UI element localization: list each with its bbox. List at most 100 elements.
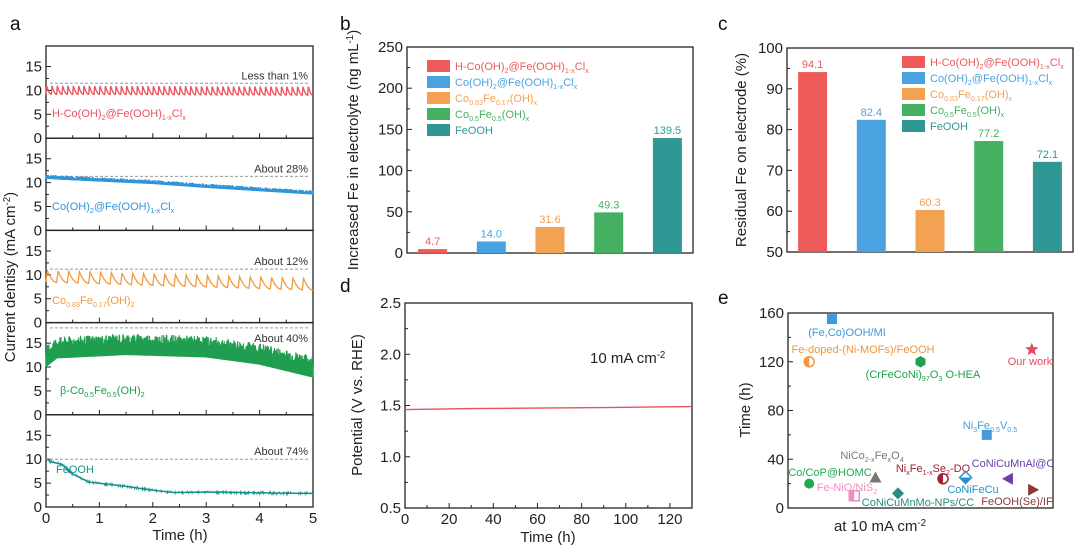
panel-d-x-tick-label: 40 bbox=[485, 511, 502, 528]
panel-b-legend-swatch bbox=[427, 92, 450, 104]
panel-e-point-label: Our work bbox=[1008, 356, 1053, 368]
panel-a-trace bbox=[45, 458, 314, 497]
panel-a-trace bbox=[45, 174, 314, 195]
panel-b-y-tick-label: 0 bbox=[395, 245, 403, 262]
panel-b-bar-value-label: 49.3 bbox=[598, 199, 619, 211]
panel-d-y-axis-label: Potential (V vs. RHE) bbox=[349, 334, 366, 476]
panel-a-y-axis-label: Current dentisy (mA cm-2) bbox=[2, 192, 19, 362]
panel-c-legend-label: FeOOH bbox=[930, 121, 968, 133]
panel-a-series-label: β-Co0.5Fe0.5(OH)2 bbox=[60, 385, 145, 399]
panel-a-series-label: H-Co(OH)2@Fe(OOH)1-xClx bbox=[52, 108, 186, 122]
panel-e-y-axis-label: Time (h) bbox=[737, 382, 754, 437]
panel-b-y-tick-label: 200 bbox=[378, 80, 403, 97]
panel-c-legend-label: H-Co(OH)2@Fe(OOH)1-xClx bbox=[930, 57, 1064, 71]
panel-e-marker-circle-half bbox=[803, 356, 815, 368]
panel-c-bar-value-label: 82.4 bbox=[861, 107, 882, 119]
panel-e-y-tick-label: 160 bbox=[759, 305, 784, 322]
panel-a-trace bbox=[45, 85, 314, 97]
panel-letter-e: e bbox=[718, 288, 729, 309]
panel-c-bar bbox=[856, 119, 886, 252]
panel-b-y-axis-label: Increased Fe in electrolyte (ng mL-1) bbox=[345, 30, 362, 270]
panel-d-y-tick-label: 2.5 bbox=[380, 295, 401, 312]
panel-a-y-tick-label: 10 bbox=[25, 82, 42, 99]
panel-e-point-label: Co/CoP@HOMC bbox=[788, 467, 871, 479]
panel-e-y-tick-label: 40 bbox=[767, 451, 784, 468]
panel-d-y-tick-label: 1.5 bbox=[380, 398, 401, 415]
panel-a-x-tick-label: 3 bbox=[202, 510, 210, 527]
panel-a-x-axis-label: Time (h) bbox=[152, 527, 207, 544]
panel-e-marker-triangle-left bbox=[1001, 472, 1013, 485]
panel-b-bar bbox=[418, 249, 448, 253]
panel-a-y-tick-label: 5 bbox=[34, 383, 42, 400]
panel-b-y-tick-label: 100 bbox=[378, 163, 403, 180]
panel-b-bar bbox=[594, 212, 624, 253]
panel-a-y-tick-label: 5 bbox=[34, 199, 42, 216]
panel-c-y-tick-label: 60 bbox=[766, 203, 783, 220]
panel-c-legend-swatch bbox=[902, 56, 925, 68]
panel-a-series-label: FeOOH bbox=[56, 464, 94, 476]
panel-d-y-tick-label: 0.5 bbox=[380, 500, 401, 517]
panel-a-y-tick-label: 0 bbox=[34, 499, 42, 516]
panel-c-y-tick-label: 90 bbox=[766, 81, 783, 98]
panel-b-bar-value-label: 14.0 bbox=[481, 228, 502, 240]
panel-c-bar-value-label: 77.2 bbox=[978, 128, 999, 140]
panel-e-marker-star bbox=[1025, 342, 1039, 356]
panel-b-y-tick-label: 250 bbox=[378, 39, 403, 56]
panel-a-subplot-box bbox=[45, 229, 314, 324]
panel-a-x-tick-label: 0 bbox=[42, 510, 50, 527]
panel-a-y-tick-label: 5 bbox=[34, 291, 42, 308]
panel-c-bar-value-label: 94.1 bbox=[802, 59, 823, 71]
panel-d-x-axis-label: Time (h) bbox=[520, 529, 575, 546]
panel-e-point-label: CoNiFeCu bbox=[947, 484, 998, 496]
panel-c-y-tick-label: 80 bbox=[766, 122, 783, 139]
panel-c-y-tick-label: 50 bbox=[766, 244, 783, 261]
panel-d-plot-box bbox=[404, 302, 693, 509]
panel-e-point-label: NiCo2-xFexO4 bbox=[840, 450, 903, 464]
panel-c-legend-label: Co0.83Fe0.17(OH)x bbox=[930, 89, 1013, 103]
panel-e-point-label: Ni3Fe0.5V0.5 bbox=[963, 420, 1017, 434]
panel-b-legend-label: H-Co(OH)2@Fe(OOH)1-xClx bbox=[455, 61, 589, 75]
panel-a-y-tick-label: 0 bbox=[34, 222, 42, 239]
panel-a-trace bbox=[45, 268, 313, 291]
panel-d-y-tick-label: 1.0 bbox=[380, 449, 401, 466]
panel-e-point-label: Fe-NiO/NiS2 bbox=[817, 482, 877, 496]
panel-e-point-label: CoNiCuMnAl@C bbox=[972, 458, 1055, 470]
panel-e-marker-square-half bbox=[848, 490, 860, 502]
panel-c-y-tick-label: 100 bbox=[758, 40, 783, 57]
panel-a-decay-annotation: About 74% bbox=[254, 446, 308, 458]
panel-d-y-tick-label: 2.0 bbox=[380, 346, 401, 363]
panel-b-legend-swatch bbox=[427, 60, 450, 72]
panel-c-bar-value-label: 60.3 bbox=[919, 197, 940, 209]
panel-b-bar bbox=[476, 241, 506, 253]
panel-e-marker-triangle-up bbox=[869, 471, 882, 483]
panel-e-marker-square bbox=[826, 314, 837, 325]
panel-e-marker-circle bbox=[804, 478, 815, 489]
panel-a-y-tick-label: 15 bbox=[25, 427, 42, 444]
panel-e-marker-circle-half bbox=[937, 473, 949, 485]
panel-a-decay-annotation: About 28% bbox=[254, 163, 308, 175]
panel-c-bar bbox=[915, 209, 945, 252]
panel-b-bar-value-label: 31.6 bbox=[539, 214, 560, 226]
panel-b-bar-value-label: 4.7 bbox=[425, 236, 440, 248]
panel-a-decay-annotation: About 40% bbox=[254, 333, 308, 345]
panel-b-legend-swatch bbox=[427, 124, 450, 136]
panel-c-y-tick-label: 70 bbox=[766, 162, 783, 179]
panel-e-y-tick-label: 120 bbox=[759, 354, 784, 371]
panel-a-series-label: Co0.83Fe0.17(OH)2 bbox=[52, 295, 135, 309]
panel-e-point-label: (CrFeCoNi)97O3 O-HEA bbox=[866, 369, 981, 383]
panel-d-x-tick-label: 120 bbox=[657, 511, 682, 528]
panel-a-decay-annotation: Less than 1% bbox=[241, 70, 308, 82]
panel-a-x-tick-label: 4 bbox=[255, 510, 263, 527]
panel-a-y-tick-label: 10 bbox=[25, 267, 42, 284]
panel-b-bar bbox=[652, 138, 682, 253]
panel-a-x-tick-label: 1 bbox=[95, 510, 103, 527]
panel-e-x-axis-label: at 10 mA cm-2 bbox=[834, 518, 926, 535]
panel-d-x-tick-label: 60 bbox=[529, 511, 546, 528]
panel-a-y-tick-label: 10 bbox=[25, 175, 42, 192]
panel-e-marker-diamond bbox=[891, 487, 904, 500]
panel-e-point-label: Fe-doped-(Ni-MOFs)/FeOOH bbox=[791, 344, 934, 356]
panel-b-y-tick-label: 150 bbox=[378, 121, 403, 138]
panel-b-y-tick-label: 50 bbox=[386, 204, 403, 221]
panel-e-y-tick-label: 80 bbox=[767, 403, 784, 420]
